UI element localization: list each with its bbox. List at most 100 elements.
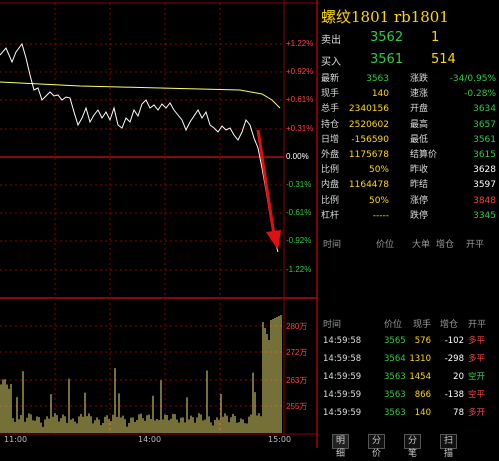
tick-oi-change: 20 [453, 372, 464, 382]
stat-row: 杠杆 ----- 跌停 3345 [318, 209, 499, 224]
tab-2[interactable]: 分笔 [404, 434, 422, 459]
stat-value: 3628 [473, 165, 496, 176]
tick-volume: 140 [414, 408, 431, 418]
pct-axis-label: 0.00% [286, 152, 309, 161]
time-label-1100: 11:00 [4, 435, 28, 444]
stat-value: 3634 [473, 104, 496, 115]
stat-label: 涨停 [410, 195, 429, 206]
stat-value: 1164478 [348, 180, 389, 191]
tick-price: 3564 [384, 354, 406, 364]
tick-row[interactable]: 14:59:59 3563 866 -138 空平 [318, 388, 499, 402]
tab-0[interactable]: 明细 [332, 434, 350, 459]
stat-value: ----- [372, 210, 389, 221]
tick-oi-change: -298 [444, 354, 464, 364]
buy-label: 买入 [321, 57, 341, 68]
stat-label: 最低 [410, 134, 429, 145]
volume-axis-label: 280万 [286, 322, 308, 331]
stat-value: -156590 [351, 134, 389, 145]
tick-time: 14:59:58 [323, 336, 362, 346]
stat-value: 2340156 [348, 104, 389, 115]
stat-row: 比例 50% 涨停 3848 [318, 194, 499, 209]
stat-value: 3345 [473, 210, 496, 221]
stat-row: 外盘 1175678 结算价 3615 [318, 148, 499, 163]
stat-value: 3563 [366, 74, 389, 84]
contract-title: 螺纹1801 rb1801 [321, 8, 449, 26]
stat-label: 日增 [321, 134, 340, 145]
tick-oi-change: -138 [444, 390, 464, 400]
stat-value: 50% [368, 195, 389, 206]
tick-time: 14:59:59 [323, 372, 362, 382]
stat-label: 比例 [321, 165, 340, 176]
tick-row[interactable]: 14:59:58 3565 576 -102 多平 [318, 334, 499, 348]
tick-volume: 576 [414, 336, 431, 346]
stat-value: 3561 [473, 134, 496, 145]
tick-row[interactable]: 14:59:59 3563 1454 20 空开 [318, 370, 499, 384]
tick-header: 时间 价位 现手 增仓 开平 [323, 320, 487, 330]
buy-quote[interactable]: 买入 3561 514 [318, 50, 499, 70]
tick-price: 3563 [384, 408, 406, 418]
tick-oi-change: -102 [444, 336, 464, 346]
sell-label: 卖出 [321, 35, 341, 46]
tick-volume: 1310 [409, 354, 431, 364]
tab-1[interactable]: 分价 [368, 434, 386, 459]
volume-axis-label: 255万 [286, 402, 308, 411]
pct-axis-label: -0.61% [286, 208, 312, 217]
pct-axis-label: +1.22% [286, 39, 314, 48]
stat-label: 跌停 [410, 210, 429, 221]
sell-quote[interactable]: 卖出 3562 1 [318, 28, 499, 48]
down-arrow [256, 129, 281, 250]
tick-oi-change: 78 [453, 408, 464, 418]
sell-price: 3562 [370, 30, 404, 45]
pct-axis-label: -0.31% [286, 180, 312, 189]
stat-label: 昨收 [410, 165, 429, 176]
tick-type: 多平 [468, 354, 486, 364]
stat-value: 3848 [473, 195, 496, 206]
tab-3[interactable]: 扫描 [440, 434, 458, 459]
tick-row[interactable]: 14:59:59 3563 140 78 多开 [318, 406, 499, 420]
tick-volume: 1454 [409, 372, 431, 382]
stat-row: 比例 50% 昨收 3628 [318, 163, 499, 178]
pct-axis-label: +0.92% [286, 67, 314, 76]
time-label-1500: 15:00 [268, 435, 292, 444]
stat-label: 持仓 [321, 119, 340, 130]
stat-row: 内盘 1164478 昨结 3597 [318, 178, 499, 193]
stat-value: -0.28% [464, 89, 496, 100]
volume-axis-label: 272万 [286, 348, 308, 357]
stat-value: 2520602 [348, 119, 389, 130]
stat-label: 开盘 [410, 104, 429, 115]
stat-label: 比例 [321, 195, 340, 206]
quote-panel: 螺纹1801 rb1801 卖出 3562 1 买入 3561 514 最新 35… [318, 0, 499, 459]
stat-label: 结算价 [410, 150, 438, 160]
stat-value: 3615 [473, 150, 496, 160]
time-label-1400: 14:00 [138, 435, 162, 444]
stat-row: 日增 -156590 最低 3561 [318, 133, 499, 148]
stat-value: -34/0.95% [449, 74, 496, 84]
stat-row: 最新 3563 涨跌 -34/0.95% [318, 72, 499, 87]
stat-label: 现手 [321, 89, 340, 100]
stat-label: 内盘 [321, 180, 340, 191]
stat-label: 总手 [321, 104, 340, 115]
pct-axis-label: +0.61% [286, 95, 314, 104]
tick-row[interactable]: 14:59:58 3564 1310 -298 多平 [318, 352, 499, 366]
tick-volume: 866 [414, 390, 431, 400]
intraday-chart[interactable] [0, 0, 318, 448]
stat-row: 现手 140 速涨 -0.28% [318, 87, 499, 102]
stat-label: 外盘 [321, 150, 340, 160]
tick-type: 空开 [468, 372, 486, 382]
average-price-line [0, 81, 281, 109]
stat-value: 3597 [473, 180, 496, 191]
stat-value: 140 [371, 89, 389, 100]
buy-price: 3561 [370, 52, 404, 67]
stat-label: 最新 [321, 74, 340, 84]
pct-axis-label: -0.92% [286, 236, 312, 245]
pct-axis-label: -1.22% [286, 265, 312, 274]
tick-price: 3565 [384, 336, 406, 346]
stat-label: 杠杆 [321, 210, 340, 221]
tick-time: 14:59:59 [323, 408, 362, 418]
tick-type: 空平 [468, 390, 486, 400]
tick-time: 14:59:59 [323, 390, 362, 400]
tick-price: 3563 [384, 390, 406, 400]
tick-type: 多平 [468, 336, 486, 346]
stat-label: 速涨 [410, 89, 429, 100]
stat-label: 昨结 [410, 180, 429, 191]
